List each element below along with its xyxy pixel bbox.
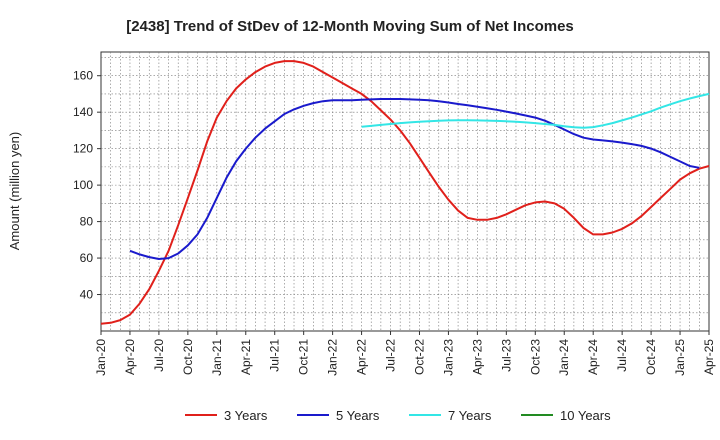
x-tick-label: Apr-25 (702, 339, 716, 375)
x-tick-label: Oct-20 (181, 339, 195, 375)
x-tick-label: Jul-24 (615, 339, 629, 372)
y-tick-label: 40 (80, 288, 94, 302)
series-line-3-years (100, 60, 710, 325)
y-tick-label: 60 (80, 251, 94, 265)
y-tick-label: 80 (80, 215, 94, 229)
x-tick-label: Oct-21 (297, 339, 311, 375)
legend-label: 3 Years (224, 408, 268, 423)
x-tick-label: Apr-21 (239, 339, 253, 375)
y-tick-label: 140 (73, 105, 93, 119)
x-tick-label: Jul-23 (499, 339, 513, 372)
y-tick-label: 100 (73, 178, 93, 192)
x-tick-label: Jul-22 (384, 339, 398, 372)
x-tick-label: Apr-24 (586, 339, 600, 375)
legend: 3 Years 5 Years 7 Years 10 Years (185, 408, 611, 423)
x-tick-label: Jul-21 (268, 339, 282, 372)
y-tick-label: 160 (73, 69, 93, 83)
y-axis-ticks: 40 60 80 100 120 140 160 (73, 69, 101, 302)
x-tick-label: Jan-21 (210, 339, 224, 376)
x-axis-ticks: Jan-20 Apr-20 Jul-20 Oct-20 Jan-21 Apr-21 Jul-… (94, 331, 716, 376)
x-tick-label: Apr-20 (123, 339, 137, 375)
y-axis-label: Amount (million yen) (7, 132, 22, 251)
x-tick-label: Apr-22 (355, 339, 369, 375)
x-tick-label: Jan-25 (673, 339, 687, 376)
chart-title: [2438] Trend of StDev of 12-Month Moving… (126, 18, 574, 35)
legend-label: 7 Years (448, 408, 492, 423)
x-tick-label: Apr-23 (470, 339, 484, 375)
series-line-5-years (129, 98, 700, 260)
legend-label: 10 Years (560, 408, 611, 423)
x-tick-label: Jan-22 (326, 339, 340, 376)
x-tick-label: Jan-23 (441, 339, 455, 376)
y-tick-label: 120 (73, 142, 93, 156)
x-tick-label: Oct-23 (528, 339, 542, 375)
series-lines (100, 60, 710, 325)
x-tick-label: Jul-20 (152, 339, 166, 372)
x-tick-label: Jan-24 (557, 339, 571, 376)
legend-label: 5 Years (336, 408, 380, 423)
x-tick-label: Oct-24 (644, 339, 658, 375)
x-tick-label: Jan-20 (94, 339, 108, 376)
series-line-7-years (361, 92, 710, 129)
x-tick-label: Oct-22 (412, 339, 426, 375)
